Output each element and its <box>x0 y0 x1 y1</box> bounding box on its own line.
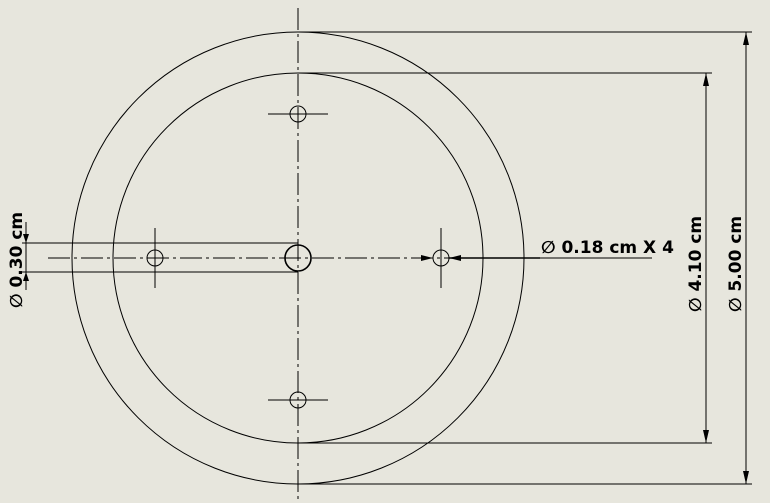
dimension-extension-lines <box>298 31 752 485</box>
center-hole-dimension <box>23 222 29 290</box>
small-hole-left <box>146 228 164 288</box>
small-hole-leader <box>418 255 652 261</box>
small-hole-top <box>268 105 328 123</box>
outer-diameter-dimension <box>743 32 749 484</box>
small-hole-bottom <box>268 391 328 409</box>
inner-diameter-dimension <box>703 73 709 443</box>
center-hole-extension-lines <box>22 242 298 273</box>
center-hole-dimension-label: ∅ 0.30 cm <box>7 212 27 308</box>
inner-diameter-label: ∅ 4.10 cm <box>686 216 706 312</box>
center-hole <box>284 244 312 272</box>
outer-diameter-label: ∅ 5.00 cm <box>726 216 746 312</box>
centerlines <box>48 8 540 500</box>
small-hole-dimension-label: ∅ 0.18 cm X 4 <box>541 238 674 258</box>
